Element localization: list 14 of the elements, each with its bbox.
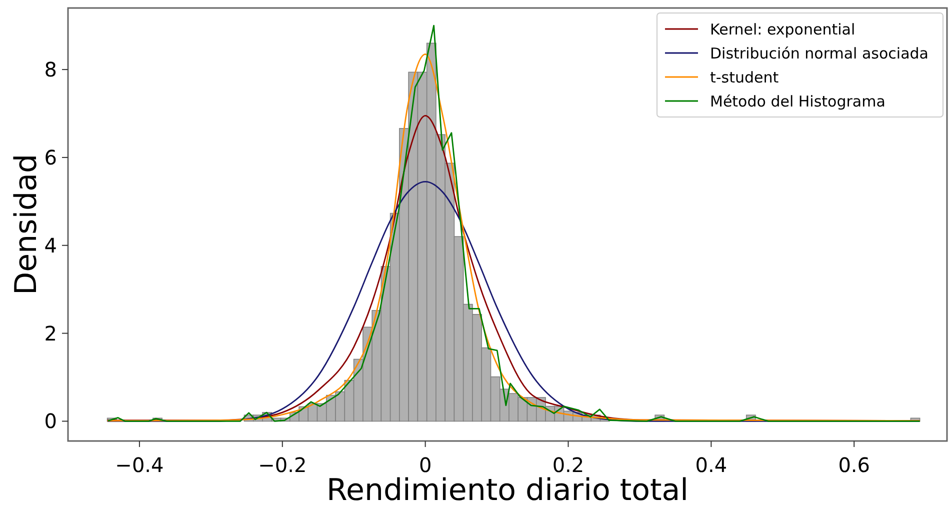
y-axis-title: Densidad	[9, 154, 44, 296]
legend-label: Método del Histograma	[710, 92, 886, 110]
legend-label: Kernel: exponential	[710, 20, 856, 38]
x-tick-label: 0.6	[838, 453, 870, 477]
y-tick-label: 8	[44, 58, 57, 82]
y-tick-label: 4	[44, 233, 57, 258]
y-tick-label: 2	[44, 321, 57, 346]
legend-label: t-student	[710, 68, 779, 86]
y-tick-label: 6	[44, 145, 57, 170]
legend-label: Distribución normal asociada	[710, 44, 928, 62]
x-tick-label: −0.4	[115, 453, 164, 477]
x-tick-label: 0.4	[695, 453, 728, 477]
y-tick-label: 0	[44, 409, 57, 434]
x-tick-label: −0.2	[258, 453, 307, 477]
